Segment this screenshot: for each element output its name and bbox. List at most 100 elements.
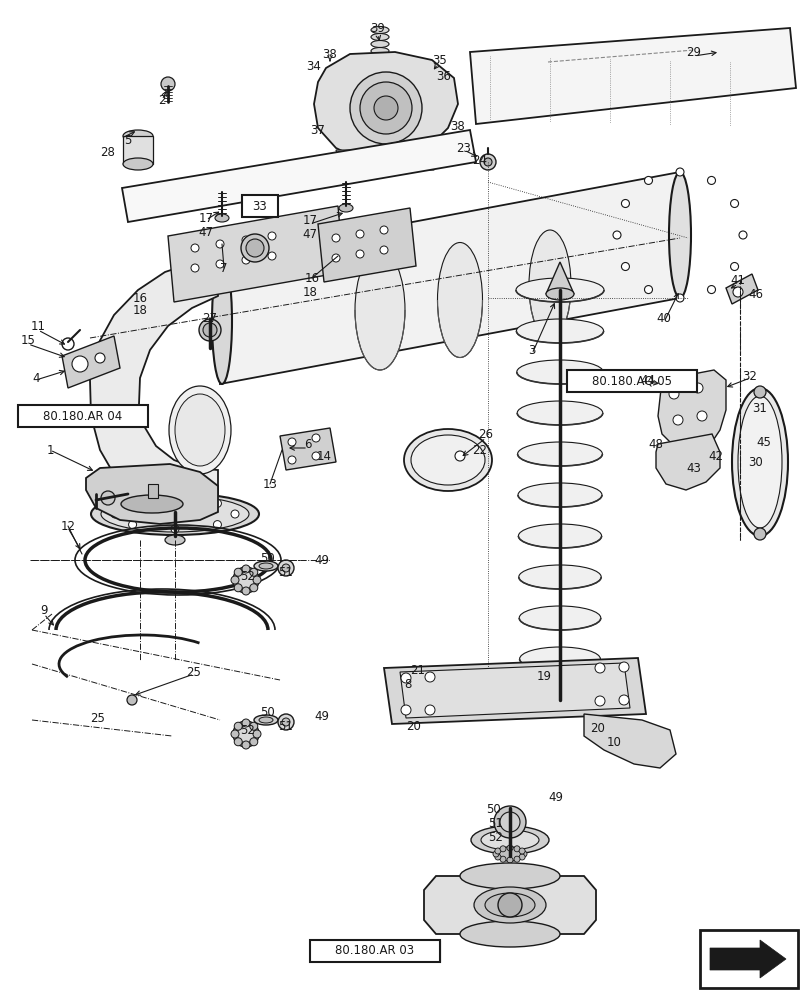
Text: 8: 8 xyxy=(404,678,411,690)
Circle shape xyxy=(161,77,175,91)
Text: 18: 18 xyxy=(132,304,148,316)
Polygon shape xyxy=(336,150,437,170)
Circle shape xyxy=(355,250,363,258)
Text: 80.180.AR 03: 80.180.AR 03 xyxy=(335,944,414,957)
Text: 51: 51 xyxy=(488,817,503,830)
Circle shape xyxy=(676,168,683,176)
Circle shape xyxy=(250,738,257,746)
Ellipse shape xyxy=(404,429,491,491)
Text: 41: 41 xyxy=(730,273,744,286)
Text: 15: 15 xyxy=(20,334,36,347)
Circle shape xyxy=(513,856,519,862)
Circle shape xyxy=(230,730,238,738)
Circle shape xyxy=(234,738,242,746)
Text: 34: 34 xyxy=(307,60,321,73)
Text: 6: 6 xyxy=(304,438,311,450)
Ellipse shape xyxy=(254,715,277,725)
Polygon shape xyxy=(168,206,344,302)
Circle shape xyxy=(672,415,682,425)
Circle shape xyxy=(518,848,525,854)
Circle shape xyxy=(281,718,290,726)
Text: 14: 14 xyxy=(316,450,331,462)
Bar xyxy=(18,405,148,427)
Circle shape xyxy=(380,246,388,254)
Circle shape xyxy=(500,812,519,832)
Bar xyxy=(310,940,440,962)
Text: 40: 40 xyxy=(656,312,671,324)
Circle shape xyxy=(380,226,388,234)
Text: 50: 50 xyxy=(260,706,275,718)
Ellipse shape xyxy=(515,278,603,302)
Polygon shape xyxy=(90,258,220,512)
Ellipse shape xyxy=(545,288,573,300)
Ellipse shape xyxy=(470,826,548,854)
Circle shape xyxy=(454,451,465,461)
Circle shape xyxy=(234,584,242,592)
Bar xyxy=(122,136,152,164)
Polygon shape xyxy=(86,464,217,524)
Circle shape xyxy=(230,576,238,584)
Text: 31: 31 xyxy=(752,401,766,414)
Ellipse shape xyxy=(350,72,422,144)
Text: 36: 36 xyxy=(436,70,451,83)
Text: 13: 13 xyxy=(262,478,277,490)
Ellipse shape xyxy=(215,214,229,222)
Polygon shape xyxy=(545,262,573,294)
Circle shape xyxy=(500,856,505,862)
Circle shape xyxy=(620,200,629,208)
Polygon shape xyxy=(148,484,158,498)
Text: 25: 25 xyxy=(187,666,201,678)
Ellipse shape xyxy=(175,394,225,466)
Polygon shape xyxy=(384,658,646,724)
Circle shape xyxy=(311,434,320,442)
Ellipse shape xyxy=(668,172,690,298)
Circle shape xyxy=(242,719,250,727)
Text: 17: 17 xyxy=(303,214,317,227)
Ellipse shape xyxy=(517,401,602,425)
Ellipse shape xyxy=(259,563,272,569)
Circle shape xyxy=(332,254,340,262)
Circle shape xyxy=(191,264,199,272)
Circle shape xyxy=(494,848,500,854)
Text: 27: 27 xyxy=(202,312,217,324)
Ellipse shape xyxy=(354,250,405,370)
Circle shape xyxy=(101,491,115,505)
Ellipse shape xyxy=(516,360,603,384)
Circle shape xyxy=(234,722,242,730)
Ellipse shape xyxy=(460,921,560,947)
Text: 49: 49 xyxy=(314,710,329,722)
Text: 26: 26 xyxy=(478,428,493,440)
Circle shape xyxy=(506,845,513,851)
Ellipse shape xyxy=(338,204,353,212)
Circle shape xyxy=(612,231,620,239)
Polygon shape xyxy=(220,172,679,384)
Text: 23: 23 xyxy=(456,142,471,155)
Text: 47: 47 xyxy=(303,228,317,240)
Circle shape xyxy=(479,154,496,170)
Circle shape xyxy=(128,499,136,507)
Ellipse shape xyxy=(91,493,259,535)
Circle shape xyxy=(521,851,526,857)
Circle shape xyxy=(242,587,250,595)
Circle shape xyxy=(732,287,742,297)
Ellipse shape xyxy=(212,258,232,384)
Ellipse shape xyxy=(517,483,601,507)
Circle shape xyxy=(311,452,320,460)
Ellipse shape xyxy=(474,887,545,923)
Circle shape xyxy=(171,525,178,533)
Polygon shape xyxy=(122,130,475,222)
Circle shape xyxy=(618,695,629,705)
Text: 38: 38 xyxy=(322,48,337,61)
Ellipse shape xyxy=(528,230,570,340)
Ellipse shape xyxy=(480,830,539,850)
Ellipse shape xyxy=(246,239,264,257)
Circle shape xyxy=(253,730,260,738)
Text: 49: 49 xyxy=(314,554,329,566)
Circle shape xyxy=(730,200,738,208)
Text: 80.180.AQ 05: 80.180.AQ 05 xyxy=(591,374,672,387)
Circle shape xyxy=(72,356,88,372)
Circle shape xyxy=(620,262,629,270)
Circle shape xyxy=(242,565,250,573)
Circle shape xyxy=(424,705,435,715)
Polygon shape xyxy=(62,336,120,388)
